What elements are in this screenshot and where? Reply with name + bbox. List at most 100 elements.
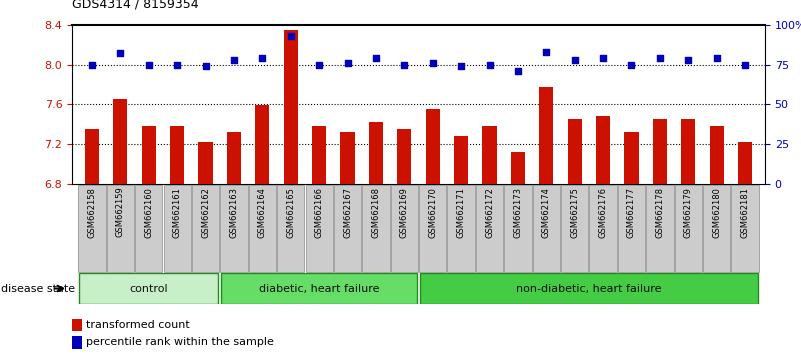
Text: transformed count: transformed count bbox=[87, 320, 190, 330]
FancyBboxPatch shape bbox=[703, 185, 731, 272]
FancyBboxPatch shape bbox=[305, 185, 332, 272]
Text: GSM662180: GSM662180 bbox=[712, 187, 721, 238]
Point bbox=[483, 62, 496, 67]
Bar bbox=[256, 105, 269, 184]
Point bbox=[540, 49, 553, 55]
Bar bbox=[284, 30, 298, 184]
Point bbox=[284, 33, 297, 39]
FancyBboxPatch shape bbox=[448, 185, 475, 272]
Text: GSM662174: GSM662174 bbox=[541, 187, 551, 238]
Bar bbox=[681, 119, 695, 184]
FancyBboxPatch shape bbox=[163, 185, 191, 272]
Text: GSM662173: GSM662173 bbox=[513, 187, 522, 238]
Bar bbox=[72, 319, 83, 331]
FancyBboxPatch shape bbox=[362, 185, 389, 272]
Text: GSM662175: GSM662175 bbox=[570, 187, 579, 238]
Point bbox=[597, 55, 610, 61]
Point bbox=[369, 55, 382, 61]
Point bbox=[143, 62, 155, 67]
FancyBboxPatch shape bbox=[334, 185, 361, 272]
Bar bbox=[397, 129, 412, 184]
Text: GSM662181: GSM662181 bbox=[741, 187, 750, 238]
Point bbox=[625, 62, 638, 67]
FancyBboxPatch shape bbox=[135, 185, 163, 272]
FancyBboxPatch shape bbox=[618, 185, 645, 272]
Bar bbox=[85, 129, 99, 184]
FancyBboxPatch shape bbox=[192, 185, 219, 272]
FancyBboxPatch shape bbox=[533, 185, 560, 272]
Text: GSM662177: GSM662177 bbox=[627, 187, 636, 238]
Bar bbox=[539, 86, 553, 184]
Point bbox=[426, 60, 439, 66]
Point bbox=[86, 62, 99, 67]
Point bbox=[227, 57, 240, 63]
Bar bbox=[199, 142, 212, 184]
Point bbox=[512, 68, 525, 74]
Bar bbox=[170, 126, 184, 184]
Text: GSM662160: GSM662160 bbox=[144, 187, 153, 238]
Text: non-diabetic, heart failure: non-diabetic, heart failure bbox=[516, 284, 662, 293]
Bar bbox=[312, 126, 326, 184]
Point bbox=[312, 62, 325, 67]
FancyBboxPatch shape bbox=[505, 185, 532, 272]
Point bbox=[398, 62, 411, 67]
Text: disease state: disease state bbox=[1, 284, 75, 293]
Point bbox=[710, 55, 723, 61]
Bar bbox=[710, 126, 724, 184]
Text: diabetic, heart failure: diabetic, heart failure bbox=[259, 284, 380, 293]
Text: GSM662161: GSM662161 bbox=[173, 187, 182, 238]
Text: GSM662167: GSM662167 bbox=[343, 187, 352, 238]
Text: GSM662162: GSM662162 bbox=[201, 187, 210, 238]
Text: GSM662164: GSM662164 bbox=[258, 187, 267, 238]
Bar bbox=[738, 142, 752, 184]
Text: GSM662179: GSM662179 bbox=[684, 187, 693, 238]
FancyBboxPatch shape bbox=[420, 273, 758, 304]
Text: GSM662176: GSM662176 bbox=[598, 187, 608, 238]
Point bbox=[171, 62, 183, 67]
Bar bbox=[425, 109, 440, 184]
Point bbox=[654, 55, 666, 61]
FancyBboxPatch shape bbox=[221, 273, 417, 304]
Bar bbox=[596, 116, 610, 184]
Bar bbox=[511, 152, 525, 184]
FancyBboxPatch shape bbox=[277, 185, 304, 272]
Text: control: control bbox=[130, 284, 168, 293]
Point bbox=[739, 62, 751, 67]
FancyBboxPatch shape bbox=[249, 185, 276, 272]
FancyBboxPatch shape bbox=[590, 185, 617, 272]
Text: percentile rank within the sample: percentile rank within the sample bbox=[87, 337, 274, 347]
Text: GSM662166: GSM662166 bbox=[315, 187, 324, 238]
Text: GSM662159: GSM662159 bbox=[116, 187, 125, 238]
Text: GSM662171: GSM662171 bbox=[457, 187, 465, 238]
Text: GSM662172: GSM662172 bbox=[485, 187, 494, 238]
Text: GSM662170: GSM662170 bbox=[429, 187, 437, 238]
Bar bbox=[568, 119, 582, 184]
Text: GSM662168: GSM662168 bbox=[372, 187, 380, 238]
Bar bbox=[340, 132, 355, 184]
FancyBboxPatch shape bbox=[674, 185, 702, 272]
Text: GSM662163: GSM662163 bbox=[229, 187, 239, 238]
Point bbox=[256, 55, 269, 61]
FancyBboxPatch shape bbox=[79, 273, 219, 304]
Text: GSM662169: GSM662169 bbox=[400, 187, 409, 238]
Bar bbox=[368, 122, 383, 184]
Bar bbox=[142, 126, 156, 184]
FancyBboxPatch shape bbox=[220, 185, 248, 272]
Point bbox=[341, 60, 354, 66]
Bar bbox=[113, 99, 127, 184]
Point bbox=[199, 63, 212, 69]
Point bbox=[682, 57, 694, 63]
Text: GSM662158: GSM662158 bbox=[87, 187, 96, 238]
Bar bbox=[227, 132, 241, 184]
Text: GSM662165: GSM662165 bbox=[286, 187, 296, 238]
Point bbox=[568, 57, 581, 63]
Bar bbox=[625, 132, 638, 184]
Bar bbox=[72, 336, 83, 349]
Bar bbox=[653, 119, 667, 184]
Point bbox=[114, 51, 127, 56]
Text: GSM662178: GSM662178 bbox=[655, 187, 664, 238]
FancyBboxPatch shape bbox=[476, 185, 503, 272]
FancyBboxPatch shape bbox=[419, 185, 446, 272]
Text: GDS4314 / 8159354: GDS4314 / 8159354 bbox=[72, 0, 199, 11]
FancyBboxPatch shape bbox=[731, 185, 759, 272]
